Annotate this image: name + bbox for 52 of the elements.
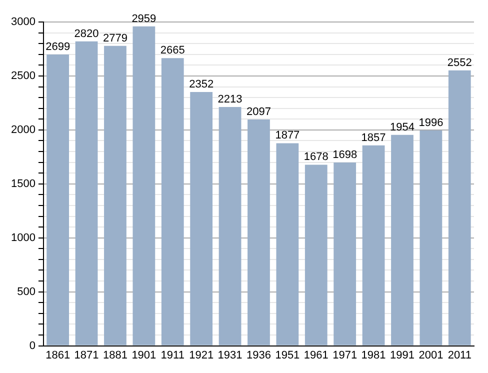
data-label: 2552 [447,56,472,69]
data-label: 1877 [275,130,300,142]
bar [248,119,270,346]
bar [391,134,414,346]
bar [132,26,156,346]
data-label: 2213 [218,93,242,106]
bar [304,164,328,346]
data-label: 2097 [246,106,271,118]
data-label: 2352 [189,78,214,90]
x-tick-label: 1911 [160,349,184,362]
x-tick-label: 1881 [102,349,128,362]
data-label: 1857 [361,132,386,144]
x-tick-label: 1971 [332,349,358,362]
y-tick-label: 2500 [10,70,36,82]
bar [362,145,385,346]
bar [75,41,98,346]
x-tick-label: 2011 [448,349,472,362]
data-label: 2699 [46,41,70,54]
bar [420,130,442,346]
bar [161,58,184,346]
x-tick-label: 1871 [74,349,99,362]
x-tick-label: 1931 [218,349,242,362]
x-tick-label: 1991 [390,349,414,362]
x-tick-label: 1951 [275,349,300,362]
data-label: 1954 [390,121,414,134]
data-label: 2959 [132,12,156,25]
x-tick-label: 1861 [46,349,70,362]
data-label: 2779 [102,32,128,44]
data-label: 1996 [418,116,444,129]
y-tick-label: 1000 [10,232,36,244]
x-tick-label: 2001 [418,349,444,362]
x-tick-label: 1981 [361,349,386,362]
y-tick-label: 2000 [10,124,36,136]
bar [448,70,471,346]
bar [218,106,242,346]
bar [276,143,299,346]
y-tick-label: 3000 [10,16,36,28]
x-tick-label: 1901 [132,349,156,362]
x-tick-label: 1921 [189,349,214,362]
bar [334,162,356,346]
x-tick-label: 1936 [246,349,271,362]
y-tick-label: 500 [17,286,36,298]
bar [190,92,213,346]
y-tick-label: 0 [29,340,36,352]
bar [104,46,126,346]
data-label: 1678 [304,151,328,164]
data-label: 2820 [74,28,99,40]
data-label: 2665 [160,44,185,57]
data-label: 1698 [332,149,358,162]
bar [46,54,70,346]
x-tick-label: 1961 [304,349,328,362]
y-tick-label: 1500 [10,178,36,190]
